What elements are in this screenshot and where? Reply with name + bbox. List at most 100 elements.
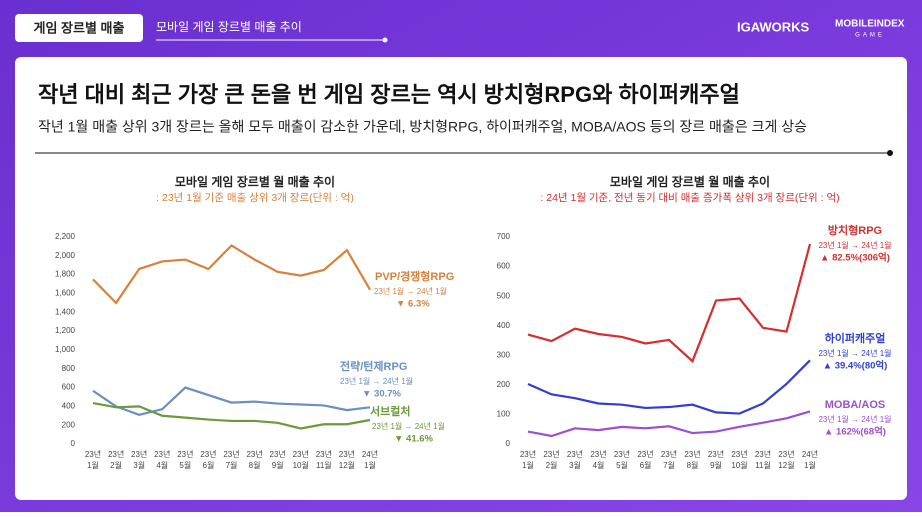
x-tick-label: 23년 [661, 449, 677, 459]
x-tick-label: 6월 [203, 460, 215, 470]
rule-dot [887, 150, 893, 156]
tab-label: 게임 장르별 매출 [34, 20, 125, 35]
x-tick-label: 11월 [316, 460, 332, 470]
x-tick-label: 23년 [590, 449, 606, 459]
header-subtitle: 모바일 게임 장르별 매출 추이 [156, 20, 302, 34]
series-change: ▼ 41.6% [394, 434, 434, 445]
series-note: 23년 1월 → 24년 1월 [340, 376, 413, 386]
x-tick-label: 7월 [663, 460, 675, 470]
x-tick-label: 11월 [755, 460, 771, 470]
line [92, 244, 371, 305]
x-tick-label: 1월 [804, 460, 816, 470]
y-tick-label: 1,000 [55, 345, 76, 354]
series-label: PVP/경쟁형RPG [375, 269, 454, 283]
series-note: 23년 1월 → 24년 1월 [818, 240, 891, 250]
series-change: ▼ 30.7% [362, 389, 402, 400]
y-tick-label: 1,800 [55, 270, 76, 279]
line [527, 243, 812, 364]
line [92, 401, 371, 430]
logo: IGAWORKS [737, 19, 810, 34]
y-tick-label: 400 [497, 321, 511, 330]
x-tick-label: 10월 [731, 460, 747, 470]
series-note: 23년 1월 → 24년 1월 [818, 414, 891, 424]
y-tick-label: 0 [71, 439, 76, 448]
series-label: 하이퍼캐주얼 [825, 331, 886, 345]
logo: GAME [855, 33, 885, 39]
y-tick-label: 200 [497, 380, 511, 389]
series-change: ▲ 82.5%(306억) [820, 252, 890, 264]
logo: MOBILEINDEX [835, 19, 905, 30]
x-tick-label: 23년 [131, 449, 147, 459]
x-tick-label: 23년 [543, 449, 559, 459]
chart-subtitle: : 24년 1월 기준, 전년 동기 대비 매출 증가폭 상위 3개 장르(단위… [540, 191, 839, 204]
chart-title: 모바일 게임 장르별 월 매출 추이 [175, 174, 335, 189]
y-tick-label: 400 [62, 401, 76, 410]
series-change: ▲ 162%(68억) [824, 426, 886, 438]
y-tick-label: 600 [62, 383, 76, 392]
x-tick-label: 23년 [567, 449, 583, 459]
x-tick-label: 23년 [200, 449, 216, 459]
series-label: 전략/턴제RPG [340, 359, 407, 373]
x-tick-label: 23년 [755, 449, 771, 459]
y-tick-label: 300 [497, 350, 511, 359]
series-note: 23년 1월 → 24년 1월 [374, 286, 447, 296]
x-tick-label: 23년 [270, 449, 286, 459]
x-tick-label: 23년 [708, 449, 724, 459]
x-tick-label: 7월 [226, 460, 238, 470]
subline: 작년 1월 매출 상위 3개 장르는 올해 모두 매출이 감소한 가운데, 방치… [38, 119, 807, 135]
series-change: ▼ 6.3% [396, 299, 430, 310]
x-tick-label: 23년 [637, 449, 653, 459]
y-tick-label: 1,400 [55, 307, 76, 316]
x-tick-label: 23년 [108, 449, 124, 459]
x-tick-label: 24년 [802, 449, 818, 459]
y-tick-label: 500 [497, 291, 511, 300]
series-note: 23년 1월 → 24년 1월 [818, 348, 891, 358]
x-tick-label: 5월 [616, 460, 628, 470]
headline: 작년 대비 최근 가장 큰 돈을 번 게임 장르는 역시 방치형RPG와 하이퍼… [38, 82, 740, 107]
x-tick-label: 23년 [520, 449, 536, 459]
x-tick-label: 23년 [614, 449, 630, 459]
header-dot [382, 37, 388, 43]
y-tick-label: 200 [62, 420, 76, 429]
x-tick-label: 23년 [154, 449, 170, 459]
x-tick-label: 3월 [569, 460, 581, 470]
x-tick-label: 23년 [339, 449, 355, 459]
y-tick-label: 700 [497, 232, 511, 241]
series-change: ▲ 39.4%(80억) [823, 360, 888, 372]
x-tick-label: 8월 [687, 460, 699, 470]
y-tick-label: 2,200 [55, 232, 76, 241]
chart-title: 모바일 게임 장르별 월 매출 추이 [610, 174, 770, 189]
y-tick-label: 800 [62, 364, 76, 373]
panel [15, 57, 907, 500]
x-tick-label: 23년 [684, 449, 700, 459]
chart-subtitle: : 23년 1월 기준 매출 상위 3개 장르(단위 : 억) [156, 191, 354, 204]
y-tick-label: 1,600 [55, 289, 76, 298]
x-tick-label: 5월 [179, 460, 191, 470]
x-tick-label: 23년 [293, 449, 309, 459]
x-tick-label: 2월 [110, 460, 122, 470]
x-tick-label: 8월 [249, 460, 261, 470]
line [92, 386, 371, 416]
x-tick-label: 23년 [731, 449, 747, 459]
y-tick-label: 100 [497, 410, 511, 419]
y-tick-label: 0 [506, 439, 511, 448]
series-label: 서브컬처 [370, 404, 410, 418]
line [527, 359, 811, 415]
x-tick-label: 10월 [293, 460, 309, 470]
x-tick-label: 4월 [156, 460, 168, 470]
line [527, 410, 811, 438]
series-label: MOBA/AOS [825, 399, 886, 411]
y-tick-label: 2,000 [55, 251, 76, 260]
x-tick-label: 23년 [246, 449, 262, 459]
x-tick-label: 23년 [223, 449, 239, 459]
x-tick-label: 1월 [87, 460, 99, 470]
x-tick-label: 12월 [339, 460, 355, 470]
x-tick-label: 2월 [546, 460, 558, 470]
x-tick-label: 6월 [640, 460, 652, 470]
x-tick-label: 9월 [272, 460, 284, 470]
x-tick-label: 23년 [778, 449, 794, 459]
x-tick-label: 23년 [316, 449, 332, 459]
tab [15, 14, 143, 42]
x-tick-label: 23년 [85, 449, 101, 459]
